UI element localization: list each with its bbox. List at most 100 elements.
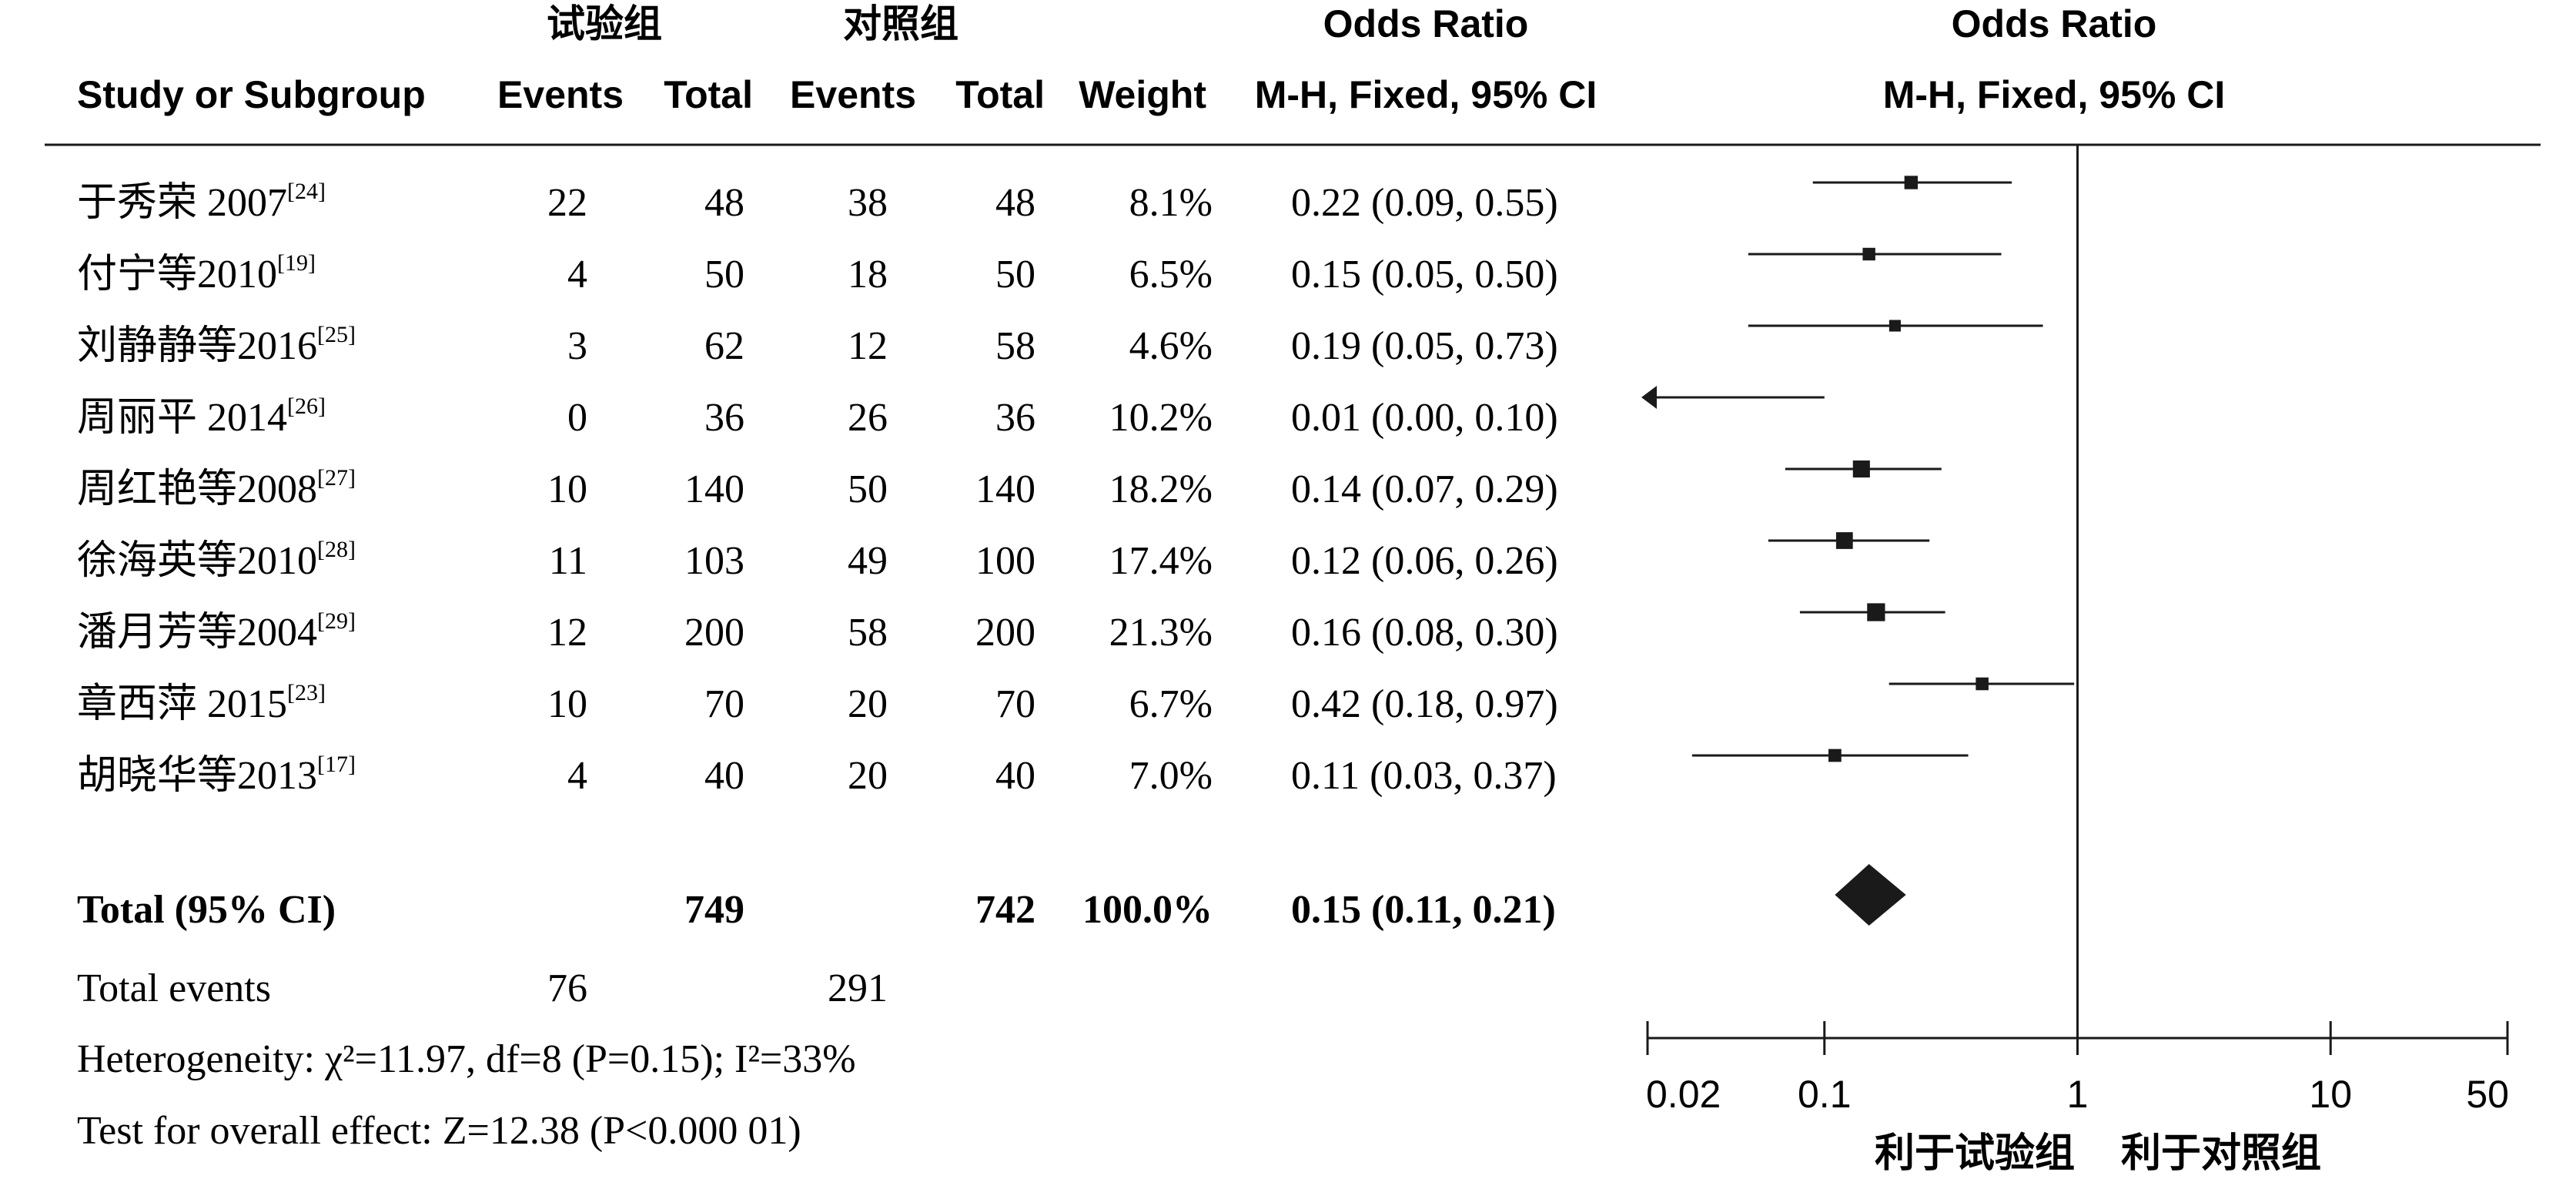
ctrl-total-cell: 36 <box>995 396 1035 440</box>
heterogeneity-text: Heterogeneity: χ²=11.97, df=8 (P=0.15); … <box>77 1037 856 1081</box>
study-name: 徐海英等2010[28] <box>77 537 356 583</box>
ctrl-total-cell: 140 <box>975 467 1035 511</box>
header-group-control: 对照组 <box>843 2 958 45</box>
ci-arrow <box>1641 386 1657 409</box>
study-name: 付宁等2010[19] <box>77 250 316 296</box>
exp-events-cell: 10 <box>547 682 587 726</box>
summary-ctrl-total: 742 <box>975 888 1035 932</box>
ctrl-total-cell: 58 <box>995 324 1035 368</box>
effect-square <box>1889 320 1901 332</box>
ctrl-events-cell: 20 <box>848 682 888 726</box>
ci-text-cell: 0.42 (0.18, 0.97) <box>1291 682 1558 726</box>
exp-total-cell: 36 <box>704 396 744 440</box>
header-group-experimental: 试验组 <box>547 2 662 45</box>
weight-cell: 18.2% <box>1109 467 1213 511</box>
total-events-label: Total events <box>77 966 271 1010</box>
header-exp-total: Total <box>664 73 753 116</box>
study-reference: [19] <box>277 250 316 276</box>
effect-square <box>1975 677 1989 691</box>
header-or-title: Odds Ratio <box>1323 2 1529 45</box>
plot-marks <box>1641 176 2075 926</box>
axis-tick-label: 0.02 <box>1646 1073 1721 1116</box>
study-reference: [29] <box>317 608 356 634</box>
ci-text-cell: 0.22 (0.09, 0.55) <box>1291 181 1558 225</box>
ci-text-cell: 0.15 (0.05, 0.50) <box>1291 253 1558 296</box>
header-weight: Weight <box>1079 73 1206 116</box>
weight-cell: 17.4% <box>1109 539 1213 583</box>
ci-text-cell: 0.19 (0.05, 0.73) <box>1291 324 1558 368</box>
ctrl-total-cell: 100 <box>975 539 1035 583</box>
exp-events-cell: 3 <box>567 324 587 368</box>
ci-text-cell: 0.12 (0.06, 0.26) <box>1291 539 1558 583</box>
study-name: 于秀荣 2007[24] <box>77 179 326 225</box>
exp-events-cell: 12 <box>547 611 587 655</box>
summary-weight: 100.0% <box>1082 888 1213 932</box>
header-ctrl-events: Events <box>790 73 916 116</box>
weight-cell: 6.5% <box>1129 253 1213 296</box>
study-name: 胡晓华等2013[17] <box>77 752 356 798</box>
study-name: 周红艳等2008[27] <box>77 465 356 511</box>
exp-total-cell: 103 <box>684 539 744 583</box>
exp-total-cell: 140 <box>684 467 744 511</box>
ctrl-total-cell: 40 <box>995 754 1035 798</box>
study-name: 周丽平 2014[26] <box>77 394 326 440</box>
exp-events-cell: 0 <box>567 396 587 440</box>
exp-events-cell: 4 <box>567 253 587 296</box>
axis-tick-label: 0.1 <box>1798 1073 1852 1116</box>
exp-total-cell: 62 <box>704 324 744 368</box>
favors-experimental-label: 利于试验组 <box>1875 1131 2075 1176</box>
summary-exp-total: 749 <box>684 888 744 932</box>
total-events-ctrl: 291 <box>828 966 888 1010</box>
ci-text-cell: 0.16 (0.08, 0.30) <box>1291 611 1558 655</box>
effect-square <box>1828 749 1842 762</box>
header-ctrl-total: Total <box>955 73 1045 116</box>
study-reference: [17] <box>317 752 356 777</box>
weight-cell: 6.7% <box>1129 682 1213 726</box>
study-reference: [24] <box>287 179 326 204</box>
header-or-method: M-H, Fixed, 95% CI <box>1255 73 1597 116</box>
study-reference: [25] <box>317 322 356 347</box>
favors-control-label: 利于对照组 <box>2121 1131 2321 1176</box>
ctrl-events-cell: 38 <box>848 181 888 225</box>
ctrl-events-cell: 18 <box>848 253 888 296</box>
weight-cell: 4.6% <box>1129 324 1213 368</box>
ctrl-total-cell: 50 <box>995 253 1035 296</box>
overall-effect-text: Test for overall effect: Z=12.38 (P<0.00… <box>77 1109 801 1153</box>
ctrl-total-cell: 200 <box>975 611 1035 655</box>
study-name: 章西萍 2015[23] <box>77 680 326 726</box>
ctrl-events-cell: 20 <box>848 754 888 798</box>
axis-tick-label: 50 <box>2466 1073 2509 1116</box>
effect-square <box>1835 532 1853 549</box>
pooled-diamond <box>1835 864 1906 926</box>
ctrl-events-cell: 58 <box>848 611 888 655</box>
axis-tick-label: 1 <box>2067 1073 2089 1116</box>
ctrl-events-cell: 26 <box>848 396 888 440</box>
exp-events-cell: 11 <box>549 539 587 583</box>
exp-total-cell: 40 <box>704 754 744 798</box>
axis-tick-label: 10 <box>2309 1073 2352 1116</box>
ci-text-cell: 0.11 (0.03, 0.37) <box>1291 754 1557 798</box>
exp-total-cell: 70 <box>704 682 744 726</box>
effect-square <box>1867 603 1885 621</box>
effect-square <box>1852 460 1870 478</box>
exp-events-cell: 10 <box>547 467 587 511</box>
study-reference: [28] <box>317 537 356 562</box>
weight-cell: 21.3% <box>1109 611 1213 655</box>
exp-total-cell: 50 <box>704 253 744 296</box>
header-plot-title: Odds Ratio <box>1952 2 2157 45</box>
weight-cell: 7.0% <box>1129 754 1213 798</box>
x-axis: 0.02 0.1 1 10 50 <box>1646 145 2509 1116</box>
exp-total-cell: 48 <box>704 181 744 225</box>
study-name: 刘静静等2016[25] <box>77 322 356 368</box>
exp-total-cell: 200 <box>684 611 744 655</box>
header-study: Study or Subgroup <box>77 73 426 116</box>
summary-ci: 0.15 (0.11, 0.21) <box>1291 888 1556 932</box>
exp-events-cell: 22 <box>547 181 587 225</box>
study-reference: [23] <box>287 680 326 705</box>
study-reference: [27] <box>317 465 356 491</box>
ctrl-total-cell: 70 <box>995 682 1035 726</box>
exp-events-cell: 4 <box>567 754 587 798</box>
study-reference: [26] <box>287 394 326 419</box>
study-name: 潘月芳等2004[29] <box>77 608 356 655</box>
